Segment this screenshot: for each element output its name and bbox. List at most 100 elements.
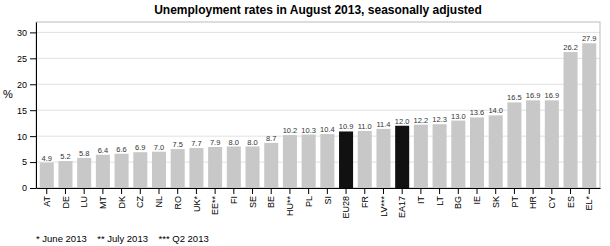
x-tick-mark <box>514 188 515 194</box>
title: Unemployment rates in August 2013, seaso… <box>154 3 482 17</box>
grid <box>36 32 600 188</box>
x-tick-label: PT <box>510 196 520 208</box>
bar <box>246 147 260 189</box>
bar <box>395 126 409 188</box>
plot: 4.95.25.86.46.66.97.07.57.77.98.08.08.71… <box>17 22 601 219</box>
x-tick-label: SI <box>323 196 333 205</box>
data-label: 12.2 <box>414 116 429 125</box>
data-label: 10.2 <box>283 126 298 135</box>
x-tick: PT <box>510 188 520 208</box>
x-tick-mark <box>65 188 66 194</box>
x-tick: SI <box>323 188 333 205</box>
data-label: 8.7 <box>266 134 276 143</box>
x-tick-mark <box>570 188 571 194</box>
grid-line <box>36 58 600 59</box>
x-tick: AT <box>42 188 52 207</box>
bar <box>358 131 372 188</box>
x-tick: SK <box>491 188 501 208</box>
chart: 4.95.25.86.46.66.97.07.57.77.98.08.08.71… <box>0 0 610 246</box>
x-tick-mark <box>121 188 122 194</box>
data-label: 7.0 <box>154 143 164 152</box>
bar <box>227 147 241 189</box>
x-tick-mark <box>84 188 85 194</box>
x-tick-label: DK <box>117 196 127 209</box>
y-tick: 25 <box>17 54 36 64</box>
footnote: * June 2013 ** July 2013 *** Q2 2013 <box>36 233 209 244</box>
x-tick-mark <box>233 188 234 194</box>
y-tick-label: 0 <box>22 183 27 193</box>
data-label: 12.3 <box>432 115 447 124</box>
bar <box>414 125 428 188</box>
x-tick: FR <box>360 188 370 208</box>
data-label: 5.2 <box>60 152 70 161</box>
data-label: 13.6 <box>470 108 485 117</box>
y-tick-label: 25 <box>17 54 27 64</box>
x-tick: SE <box>248 188 258 208</box>
data-label: 16.9 <box>526 91 541 100</box>
bar <box>171 149 185 188</box>
grid-line <box>36 32 600 33</box>
bar <box>339 131 353 188</box>
x-tick: PL <box>304 188 314 207</box>
bar <box>133 152 147 188</box>
x-tick: CZ <box>135 188 145 208</box>
y-tick: 20 <box>17 80 36 90</box>
bar <box>564 52 578 188</box>
x-axis: ATDELUMTDKCZNLROUK*EE**FISEBEHU**PLSIEU2… <box>37 188 601 219</box>
bar <box>545 100 559 188</box>
x-tick-label: DE <box>61 196 71 209</box>
data-label: 7.5 <box>172 140 182 149</box>
bar <box>152 152 166 188</box>
x-tick: LT <box>435 188 445 206</box>
x-tick-label: EA17 <box>397 196 407 218</box>
bar <box>470 117 484 188</box>
y-tick-mark <box>30 110 36 111</box>
data-label: 10.9 <box>339 122 354 131</box>
x-tick-label: ES <box>566 196 576 208</box>
x-tick-mark <box>140 188 141 194</box>
x-tick: BG <box>453 188 463 209</box>
y-tick-label: 15 <box>17 106 27 116</box>
x-tick-mark <box>327 188 328 194</box>
y-tick: 0 <box>22 183 36 193</box>
data-label: 8.0 <box>247 138 257 147</box>
grid-line <box>36 84 600 85</box>
x-tick-label: LV*** <box>379 196 389 217</box>
x-tick-mark <box>402 188 403 194</box>
data-label: 13.0 <box>451 112 466 121</box>
x-tick-mark <box>102 188 103 194</box>
x-tick-mark <box>289 188 290 194</box>
x-tick-mark <box>551 188 552 194</box>
x-tick-label: HU** <box>285 196 295 217</box>
x-tick-label: SK <box>491 196 501 208</box>
x-tick-mark <box>477 188 478 194</box>
x-tick-mark <box>46 188 47 194</box>
x-tick-label: PL <box>304 196 314 207</box>
y-tick: 10 <box>17 132 36 142</box>
bar <box>96 155 110 188</box>
x-tick-label: EU28 <box>341 196 351 219</box>
x-tick-label: IE <box>472 196 482 205</box>
x-tick: MT <box>98 188 108 209</box>
data-label: 10.4 <box>320 125 335 134</box>
data-label: 6.4 <box>98 146 108 155</box>
x-tick-mark <box>589 188 590 194</box>
y-axis-line <box>36 23 37 189</box>
x-tick: RO <box>173 188 183 210</box>
x-tick-label: AT <box>42 196 52 207</box>
y-axis-title: % <box>3 88 13 100</box>
x-tick: HR <box>528 188 538 209</box>
x-tick-label: EE** <box>210 196 220 216</box>
x-tick-label: CY <box>547 196 557 209</box>
bar <box>376 129 390 188</box>
x-tick: EE** <box>210 188 220 215</box>
x-tick: ES <box>566 188 576 208</box>
data-labels: 4.95.25.86.46.66.97.07.57.77.98.08.08.71… <box>42 34 597 162</box>
y-axis: 051015202530 <box>17 23 37 194</box>
data-label: 12.0 <box>395 117 410 126</box>
bars <box>40 43 597 188</box>
y-tick-mark <box>30 84 36 85</box>
x-tick-mark <box>420 188 421 194</box>
x-tick: DK <box>117 188 127 209</box>
x-tick-mark <box>533 188 534 194</box>
